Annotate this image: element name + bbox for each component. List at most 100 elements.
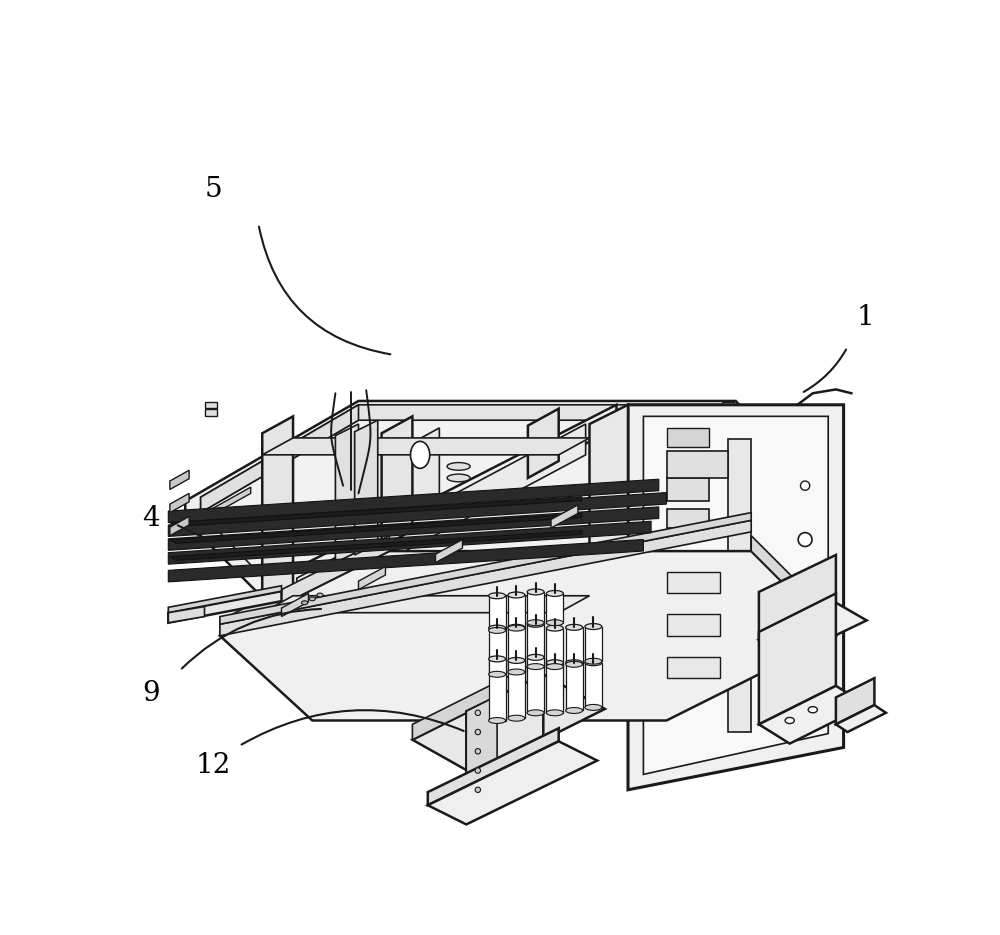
Polygon shape [170,496,582,526]
Ellipse shape [527,621,544,627]
Polygon shape [382,416,412,547]
Polygon shape [170,470,189,490]
Polygon shape [759,686,867,743]
Ellipse shape [546,660,563,666]
Ellipse shape [566,708,583,713]
Polygon shape [282,594,308,616]
Bar [666,509,709,528]
Polygon shape [759,594,836,725]
Bar [666,614,720,636]
Polygon shape [508,595,525,628]
Ellipse shape [447,474,470,482]
Ellipse shape [508,669,525,675]
Polygon shape [489,628,506,674]
Polygon shape [335,424,358,563]
Ellipse shape [475,710,481,715]
Polygon shape [262,447,293,609]
Polygon shape [220,520,751,636]
Ellipse shape [410,441,430,468]
Ellipse shape [527,589,544,595]
Polygon shape [566,663,583,711]
Polygon shape [546,594,563,623]
Ellipse shape [585,704,602,711]
Polygon shape [836,705,886,732]
Polygon shape [262,416,293,612]
Polygon shape [201,405,358,512]
Ellipse shape [546,710,563,716]
Polygon shape [428,741,597,825]
Text: 9: 9 [142,681,159,708]
Polygon shape [527,625,544,667]
Polygon shape [262,438,590,454]
Text: 1: 1 [856,304,874,331]
Ellipse shape [508,626,525,631]
Bar [666,478,709,501]
Ellipse shape [527,664,544,669]
Polygon shape [168,585,282,612]
Text: 5: 5 [205,176,223,203]
Polygon shape [212,487,251,515]
Polygon shape [168,507,659,551]
Polygon shape [168,607,205,623]
Ellipse shape [566,625,583,630]
Ellipse shape [585,658,602,664]
Ellipse shape [566,660,583,666]
Polygon shape [836,678,874,725]
Polygon shape [297,424,586,609]
Ellipse shape [489,671,506,677]
Ellipse shape [309,597,315,601]
Bar [205,402,217,408]
Polygon shape [201,420,809,605]
Polygon shape [585,663,602,708]
Bar [666,428,709,447]
Ellipse shape [527,620,544,626]
Ellipse shape [489,656,506,662]
Bar [666,572,720,594]
Polygon shape [489,659,506,721]
Ellipse shape [317,593,323,597]
Ellipse shape [489,593,506,598]
Polygon shape [527,592,544,623]
Bar [722,402,734,408]
Polygon shape [168,479,659,523]
Ellipse shape [800,481,810,490]
Polygon shape [585,626,602,661]
Ellipse shape [566,661,583,668]
Polygon shape [528,409,559,478]
Polygon shape [593,407,632,434]
Text: 4: 4 [142,506,159,532]
Ellipse shape [527,710,544,716]
Ellipse shape [546,620,563,626]
Polygon shape [751,536,836,636]
Ellipse shape [475,768,481,773]
Ellipse shape [508,657,525,664]
Polygon shape [466,696,497,801]
Polygon shape [168,591,282,623]
Polygon shape [759,603,867,657]
Polygon shape [220,512,751,625]
Bar [205,410,217,415]
Polygon shape [508,627,525,672]
Ellipse shape [585,624,602,629]
Ellipse shape [302,601,308,605]
Polygon shape [566,627,583,664]
Polygon shape [728,405,809,512]
Polygon shape [262,596,590,612]
Polygon shape [643,416,828,774]
Polygon shape [551,505,578,528]
Ellipse shape [475,749,481,754]
Ellipse shape [808,707,817,712]
Polygon shape [170,530,582,560]
Polygon shape [428,728,559,805]
Polygon shape [759,555,836,640]
Ellipse shape [475,729,481,735]
Ellipse shape [585,660,602,666]
Ellipse shape [527,654,544,660]
Polygon shape [508,660,525,718]
Polygon shape [201,405,809,516]
Polygon shape [170,513,582,543]
Polygon shape [220,551,836,721]
Polygon shape [168,521,651,564]
Polygon shape [220,536,389,636]
Polygon shape [185,401,820,616]
